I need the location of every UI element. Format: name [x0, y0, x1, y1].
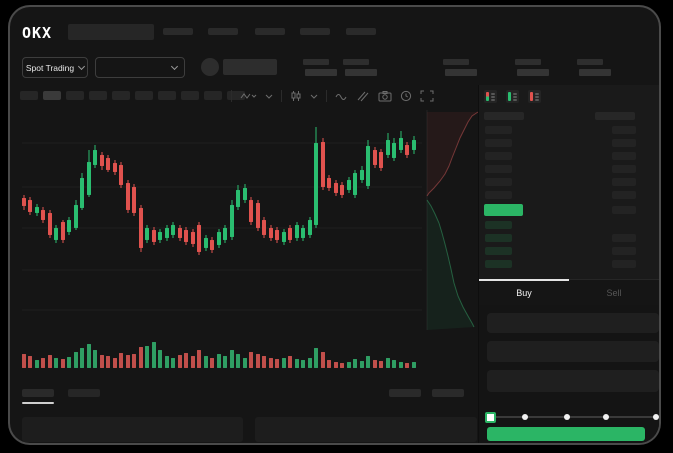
trade-tabs: Buy Sell	[479, 279, 659, 306]
order-book-bid-bar	[612, 247, 636, 255]
order-book-ask-bar	[485, 191, 512, 199]
order-book-header-bar	[595, 112, 635, 120]
orders-row-placeholder	[22, 417, 243, 442]
orders-tab-active[interactable]	[22, 389, 54, 397]
order-book-ask-bar	[612, 126, 636, 134]
market-stat	[515, 59, 555, 79]
active-tab-indicator	[22, 402, 54, 404]
order-book-bid-bar	[612, 234, 636, 242]
market-stat	[577, 59, 617, 79]
tab-sell[interactable]: Sell	[606, 288, 622, 298]
orders-action-placeholder[interactable]	[432, 389, 464, 397]
total-input[interactable]	[487, 370, 659, 392]
amount-slider[interactable]	[490, 416, 656, 418]
order-book-price-bar	[612, 206, 636, 214]
candle-style-icon[interactable]	[290, 90, 302, 102]
market-type-label: Spot Trading	[25, 62, 75, 73]
slider-stop-4[interactable]	[653, 414, 659, 420]
timeframe-button[interactable]	[181, 91, 199, 100]
order-book-ask-bar	[612, 152, 636, 160]
timeframe-button[interactable]	[20, 91, 38, 100]
order-book-ask-bar	[612, 178, 636, 186]
price-input[interactable]	[487, 313, 659, 333]
slider-stop-0[interactable]	[485, 412, 496, 423]
timeframe-button[interactable]	[89, 91, 107, 100]
fullscreen-icon[interactable]	[420, 90, 434, 102]
line-chart-icon[interactable]	[335, 90, 348, 102]
timeframe-button[interactable]	[227, 91, 245, 100]
order-book-bid-bar	[485, 221, 512, 229]
divider	[281, 90, 282, 102]
market-stat	[343, 59, 383, 79]
search-input[interactable]	[68, 24, 154, 40]
order-book-bid-bar	[485, 247, 512, 255]
nav-item-placeholder[interactable]	[255, 28, 285, 35]
active-tab-indicator	[479, 279, 569, 281]
order-book-ask-bar	[612, 165, 636, 173]
order-form	[479, 305, 659, 443]
chevron-down-icon	[78, 62, 86, 70]
candlestick-chart[interactable]	[22, 110, 480, 370]
camera-icon[interactable]	[378, 90, 392, 102]
orders-action-placeholder[interactable]	[389, 389, 421, 397]
indicator-icon[interactable]	[240, 90, 257, 102]
nav-item-placeholder[interactable]	[208, 28, 238, 35]
slider-stop-3[interactable]	[603, 414, 609, 420]
order-book-header-bar	[484, 112, 524, 120]
order-book-ask-bar	[485, 178, 512, 186]
last-price-placeholder	[223, 59, 277, 75]
tab-buy[interactable]: Buy	[516, 288, 532, 298]
amount-input[interactable]	[487, 341, 659, 362]
order-book-bid-bar	[485, 260, 512, 268]
timeframe-button[interactable]	[112, 91, 130, 100]
chevron-down-icon[interactable]	[310, 90, 318, 102]
chevron-down-icon[interactable]	[265, 90, 273, 102]
timeframe-button[interactable]	[66, 91, 84, 100]
chart-tools	[231, 89, 434, 103]
drawing-tools-icon[interactable]	[356, 90, 370, 102]
pair-selector-dropdown[interactable]	[95, 57, 185, 78]
buy-submit-button[interactable]	[487, 427, 645, 441]
asks-book-icon[interactable]	[528, 90, 541, 103]
order-book-ask-bar	[485, 165, 512, 173]
divider	[231, 90, 232, 102]
app-window: OKX Spot Trading	[8, 5, 661, 445]
order-book-bid-bar	[485, 234, 512, 242]
order-book-ask-bar	[612, 191, 636, 199]
timeframe-button[interactable]	[204, 91, 222, 100]
market-stat	[443, 59, 483, 79]
nav-item-placeholder[interactable]	[300, 28, 330, 35]
nav-item-placeholder[interactable]	[346, 28, 376, 35]
order-book-ask-bar	[485, 139, 512, 147]
order-book-ask-bar	[612, 139, 636, 147]
chevron-down-icon	[170, 62, 179, 70]
okx-logo[interactable]: OKX	[22, 24, 53, 42]
order-book-ask-bar	[485, 152, 512, 160]
orders-row-placeholder	[255, 417, 477, 442]
order-book	[479, 85, 659, 279]
slider-stop-1[interactable]	[522, 414, 528, 420]
timeframe-button-active[interactable]	[43, 91, 61, 100]
combined-book-icon[interactable]	[484, 90, 497, 103]
clock-icon[interactable]	[400, 90, 412, 102]
last-price-highlight[interactable]	[484, 204, 523, 216]
timeframe-button[interactable]	[158, 91, 176, 100]
coin-icon	[201, 58, 219, 76]
nav-item-placeholder[interactable]	[163, 28, 193, 35]
market-stat	[303, 59, 343, 79]
timeframe-row	[20, 91, 245, 100]
order-book-ask-bar	[485, 126, 512, 134]
market-type-dropdown[interactable]: Spot Trading	[22, 57, 88, 78]
orders-tab[interactable]	[68, 389, 100, 397]
slider-stop-2[interactable]	[564, 414, 570, 420]
timeframe-button[interactable]	[135, 91, 153, 100]
trade-side-panel: Buy Sell	[478, 85, 659, 443]
divider	[326, 90, 327, 102]
bids-book-icon[interactable]	[506, 90, 519, 103]
order-book-bid-bar	[612, 260, 636, 268]
